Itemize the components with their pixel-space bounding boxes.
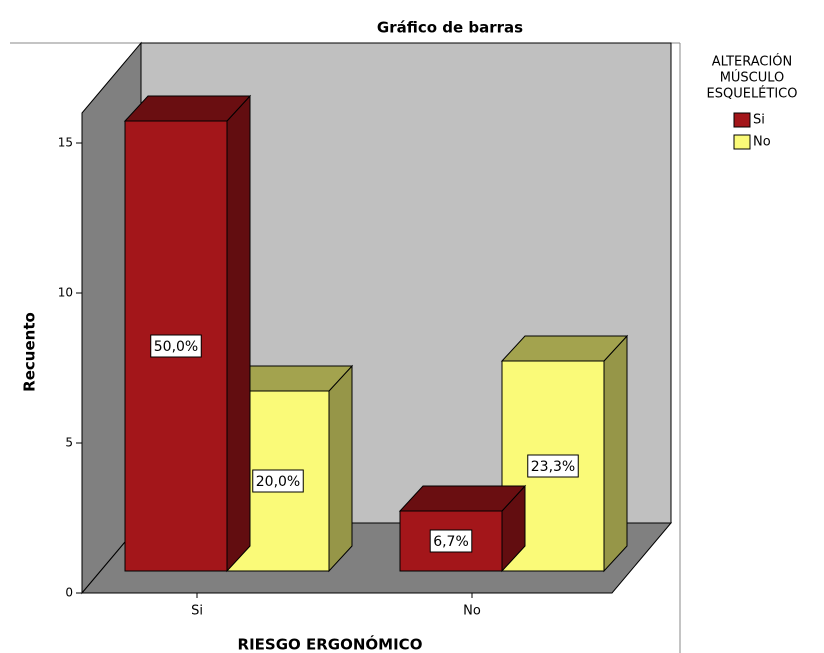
x-tick-label: Si	[191, 604, 203, 619]
data-label: 50,0%	[154, 339, 198, 355]
x-axis-title: RIESGO ERGONÓMICO	[238, 635, 423, 653]
data-label-box	[429, 529, 473, 553]
legend-swatch	[733, 134, 751, 150]
data-label: 23,3%	[531, 459, 575, 475]
legend-title: MÚSCULO	[720, 70, 785, 86]
bar-side	[328, 364, 353, 573]
x-tick-label: No	[463, 604, 481, 619]
y-tick-label: 5	[65, 436, 73, 450]
legend-label: Si	[753, 113, 765, 128]
legend-title: ALTERACIÓN	[712, 54, 793, 70]
y-axis-title: Recuento	[21, 312, 39, 392]
y-tick-label: 10	[58, 286, 73, 300]
data-label-box	[252, 469, 304, 493]
data-label: 20,0%	[256, 474, 300, 490]
chart-title: Gráfico de barras	[377, 19, 523, 37]
legend-swatch	[733, 112, 751, 128]
data-label-box	[150, 334, 202, 358]
data-label: 6,7%	[433, 534, 469, 550]
data-label-box	[527, 454, 579, 478]
bar-side	[603, 334, 628, 573]
legend-label: No	[753, 135, 771, 150]
y-tick-label: 15	[58, 136, 73, 150]
y-tick-label: 0	[65, 586, 73, 600]
bar-side	[226, 94, 251, 573]
legend-title: ESQUELÉTICO	[707, 86, 798, 102]
